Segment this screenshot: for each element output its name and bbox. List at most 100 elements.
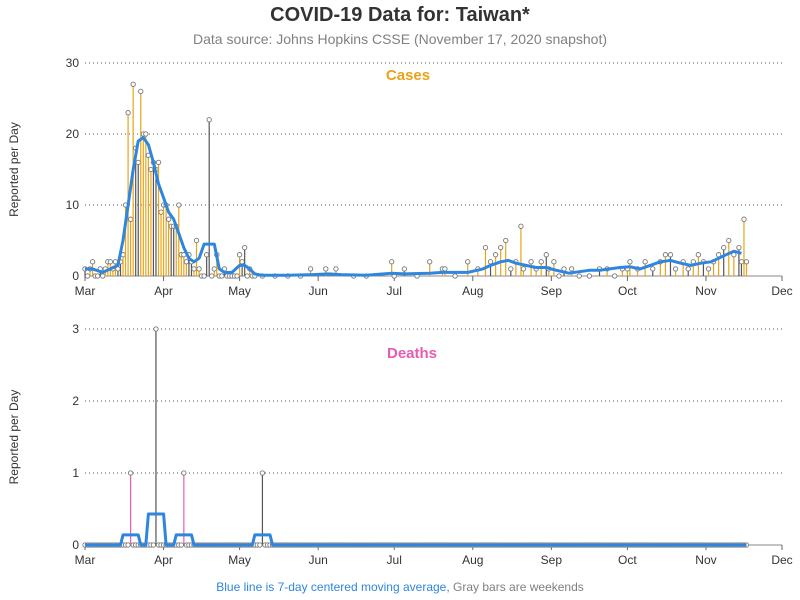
cases-daily-point xyxy=(721,244,727,251)
cases-daily-point xyxy=(672,266,679,272)
cases-panel-title: Cases xyxy=(386,67,430,84)
cases-x-tick-label: Apr xyxy=(154,284,173,298)
cases-x-tick-label: Aug xyxy=(462,284,483,298)
cases-daily-point xyxy=(503,237,509,244)
cases-daily-point xyxy=(736,244,742,251)
cases-daily-point xyxy=(211,266,217,272)
cases-daily-point xyxy=(442,266,448,272)
cases-daily-point xyxy=(193,237,200,244)
deaths-x-tick-label: Jul xyxy=(387,553,402,567)
cases-daily-point xyxy=(242,244,248,251)
cases-daily-point xyxy=(568,266,575,272)
cases-daily-point xyxy=(528,259,534,265)
cases-daily-point xyxy=(234,273,240,279)
cases-daily-point xyxy=(695,252,702,258)
cases-x-tick-label: Nov xyxy=(695,284,716,298)
cases-daily-point xyxy=(138,88,144,95)
deaths-x-tick-label: Aug xyxy=(462,553,483,567)
cases-daily-point xyxy=(84,273,91,279)
cases-daily-point xyxy=(427,259,433,265)
cases-x-tick-label: Jun xyxy=(308,284,327,298)
cases-daily-point xyxy=(452,273,458,279)
footnote-weekend: Gray bars are weekends xyxy=(453,580,584,594)
cases-daily-point xyxy=(143,131,149,137)
deaths-daily-point xyxy=(153,326,159,332)
cases-daily-point xyxy=(667,252,674,258)
cases-daily-point xyxy=(738,259,745,265)
cases-daily-point xyxy=(95,273,101,279)
chart-subtitle: Data source: Johns Hopkins CSSE (Novembe… xyxy=(193,31,607,47)
cases-daily-point xyxy=(89,259,96,265)
cases-y-tick-label: 0 xyxy=(72,269,79,283)
deaths-x-tick-label: Mar xyxy=(75,553,96,567)
cases-daily-point xyxy=(508,266,514,272)
cases-daily-point xyxy=(518,223,524,229)
deaths-x-tick-label: Dec xyxy=(771,553,792,567)
deaths-daily-point xyxy=(127,470,134,476)
deaths-x-tick-label: Oct xyxy=(618,553,637,567)
cases-daily-point xyxy=(465,259,471,265)
cases-daily-point xyxy=(219,273,225,279)
cases-daily-point xyxy=(520,266,527,272)
cases-daily-point xyxy=(492,252,499,258)
cases-x-tick-label: Sep xyxy=(541,284,563,298)
cases-daily-point xyxy=(165,216,172,222)
cases-daily-point xyxy=(125,110,131,116)
footnote: Blue line is 7-day centered moving avera… xyxy=(0,580,800,594)
chart-title: COVID-19 Data for: Taiwan* xyxy=(270,4,530,26)
deaths-x-tick-label: May xyxy=(228,553,251,567)
deaths-x-tick-label: Nov xyxy=(695,553,716,567)
cases-daily-point xyxy=(627,259,633,265)
deaths-panel: 0 1 2 3 Mar Apr May Jun Jul Aug Sep Oct Nov Dec Report… xyxy=(7,322,793,567)
deaths-daily-point xyxy=(181,470,187,476)
cases-daily-point xyxy=(576,273,582,279)
cases-daily-point xyxy=(107,259,113,265)
cases-daily-point xyxy=(127,216,134,222)
deaths-zero-point xyxy=(125,542,131,548)
cases-daily-point xyxy=(401,266,408,272)
deaths-x-tick-label: Apr xyxy=(154,553,173,567)
deaths-y-axis-label: Reported per Day xyxy=(7,390,21,485)
cases-daily-point xyxy=(543,252,549,258)
deaths-y-tick-label: 0 xyxy=(72,538,79,552)
cases-x-tick-label: May xyxy=(228,284,251,298)
cases-daily-point xyxy=(204,252,210,258)
cases-daily-point xyxy=(538,259,544,265)
cases-x-tick-label: Jul xyxy=(387,284,402,298)
deaths-moving-average-line xyxy=(85,512,747,547)
cases-daily-point xyxy=(196,266,202,272)
cases-daily-point xyxy=(482,244,489,251)
cases-y-tick-label: 10 xyxy=(66,198,80,212)
cases-daily-point xyxy=(323,266,329,272)
cases-daily-point xyxy=(642,259,648,265)
cases-daily-point xyxy=(191,266,197,272)
cases-daily-point xyxy=(741,216,747,222)
cases-x-tick-label: Mar xyxy=(75,284,96,298)
cases-daily-point xyxy=(498,244,504,251)
deaths-y-tick-label: 3 xyxy=(72,322,79,336)
cases-daily-point xyxy=(389,259,395,265)
deaths-zero-point xyxy=(257,542,263,548)
cases-daily-point xyxy=(183,259,190,265)
cases-moving-average-line xyxy=(85,136,742,277)
cases-daily-point xyxy=(209,273,215,279)
cases-daily-point xyxy=(333,266,339,272)
deaths-daily-point xyxy=(259,470,266,476)
cases-daily-point xyxy=(239,259,245,265)
cases-x-tick-label: Oct xyxy=(618,284,637,298)
cases-daily-point xyxy=(201,273,207,279)
cases-y-tick-label: 30 xyxy=(66,56,80,70)
cases-y-tick-label: 20 xyxy=(66,127,80,141)
cases-daily-point xyxy=(662,252,669,258)
cases-daily-point xyxy=(158,209,164,215)
cases-daily-point xyxy=(155,159,162,166)
cases-daily-point xyxy=(206,117,212,123)
deaths-zero-point xyxy=(150,542,157,548)
cases-daily-point xyxy=(556,273,562,279)
cases-daily-point xyxy=(307,266,314,272)
cases-daily-point xyxy=(135,159,141,166)
cases-daily-point xyxy=(650,266,656,272)
deaths-y-tick-label: 1 xyxy=(72,466,79,480)
